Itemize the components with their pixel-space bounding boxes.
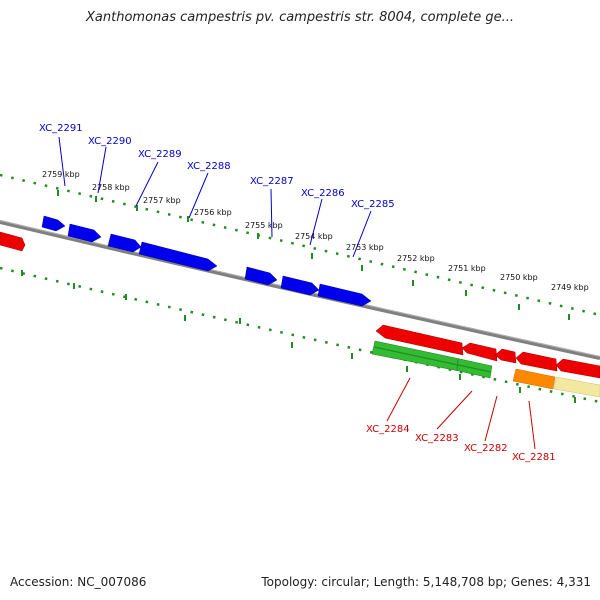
orange-feature[interactable]: [512, 368, 556, 390]
gene-left-edge[interactable]: [0, 231, 26, 252]
tick-label: 2750 kbp: [500, 273, 538, 282]
label-xc2284[interactable]: XC_2284: [366, 424, 410, 435]
pale-feature[interactable]: [553, 376, 600, 398]
topology-stats: Topology: circular; Length: 5,148,708 bp…: [261, 575, 591, 589]
forward-genes: [41, 215, 372, 307]
tick-label: 2753 kbp: [346, 243, 384, 252]
gene-xc2281[interactable]: [515, 351, 558, 372]
tick-label: 2754 kbp: [295, 232, 333, 241]
accession-text: Accession: NC_007086: [10, 575, 147, 589]
forward-leaders: [58, 136, 372, 258]
gene-xc2283[interactable]: [461, 342, 498, 362]
label-xc2289[interactable]: XC_2289: [138, 149, 182, 160]
label-xc2291[interactable]: XC_2291: [39, 123, 83, 134]
tick-label: 2759 kbp: [42, 170, 80, 179]
tick-label: 2755 kbp: [245, 221, 283, 230]
tick-label: 2758 kbp: [92, 183, 130, 192]
gene-xc2284[interactable]: [375, 324, 464, 356]
gene-xc2290[interactable]: [67, 223, 102, 243]
forward-gene-labels: XC_2291 XC_2290 XC_2289 XC_2288 XC_2287 …: [39, 123, 395, 210]
gene-xc2282[interactable]: [494, 348, 517, 364]
gene-xc2291[interactable]: [41, 215, 66, 232]
label-xc2282[interactable]: XC_2282: [464, 443, 508, 454]
tick-label: 2757 kbp: [143, 196, 181, 205]
gene-xc2287[interactable]: [244, 266, 278, 286]
gene-xc2289[interactable]: [107, 233, 142, 253]
label-xc2290[interactable]: XC_2290: [88, 136, 132, 147]
reverse-genes: [0, 231, 600, 379]
label-xc2286[interactable]: XC_2286: [301, 188, 345, 199]
gene-xc2285[interactable]: [317, 283, 372, 307]
map-title: Xanthomonas campestris pv. campestris st…: [86, 10, 514, 25]
tick-labels: 2759 kbp 2758 kbp 2757 kbp 2756 kbp 2755 kbp…: [42, 170, 589, 292]
tick-label: 2749 kbp: [551, 283, 589, 292]
reverse-leaders: [386, 377, 536, 450]
label-xc2288[interactable]: XC_2288: [187, 161, 231, 172]
gene-xc2286[interactable]: [280, 275, 320, 296]
tick-label: 2752 kbp: [397, 254, 435, 263]
gene-right-edge[interactable]: [555, 358, 600, 379]
label-xc2283[interactable]: XC_2283: [415, 433, 459, 444]
tick-marks: [21, 190, 576, 403]
reverse-gene-labels: XC_2284 XC_2283 XC_2282 XC_2281: [366, 424, 556, 463]
label-xc2281[interactable]: XC_2281: [512, 452, 556, 463]
tick-label: 2756 kbp: [194, 208, 232, 217]
gene-xc2288[interactable]: [138, 241, 218, 272]
label-xc2285[interactable]: XC_2285: [351, 199, 395, 210]
tick-label: 2751 kbp: [448, 264, 486, 273]
label-xc2287[interactable]: XC_2287: [250, 176, 294, 187]
outer-scale-ring: [0, 173, 600, 317]
